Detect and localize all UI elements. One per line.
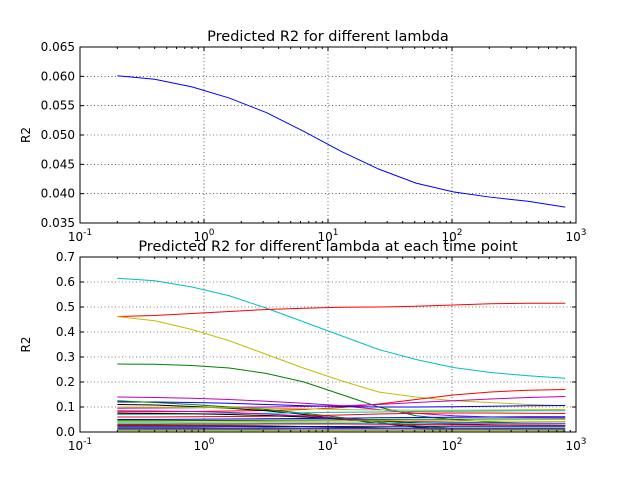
series-line-22 (117, 425, 566, 428)
series-line-4 (117, 363, 566, 425)
series-line-3 (117, 316, 566, 407)
series-line-8 (117, 401, 566, 408)
series-line-16 (117, 410, 566, 424)
x-tick-label: 100 (193, 437, 214, 453)
y-tick-label: 0.060 (41, 69, 75, 83)
y-tick-label: 0.045 (41, 157, 75, 171)
series-line-1 (117, 75, 566, 208)
series-line-1 (117, 277, 566, 379)
y-tick-label: 0.6 (56, 275, 75, 289)
y-tick-label: 0.1 (56, 400, 75, 414)
series-line-6 (117, 389, 566, 413)
series-line-18 (117, 420, 566, 423)
x-tick-label: 10-1 (68, 228, 92, 244)
x-tick-label: 102 (441, 437, 462, 453)
series-line-17 (117, 418, 566, 422)
y-tick-label: 0.040 (41, 187, 75, 201)
x-tick-label: 10-1 (68, 437, 92, 453)
x-tick-label: 103 (565, 228, 586, 244)
chart-title: Predicted R2 for different lambda at eac… (138, 239, 518, 255)
series-line-20 (117, 423, 566, 426)
x-tick-label: 103 (565, 437, 586, 453)
y-tick-label: 0.035 (41, 216, 75, 230)
y-tick-label: 0.5 (56, 300, 75, 314)
bottom-chart: 10-1 100 101 102 103 0.0 0.1 0.2 0.3 0.4 0.5 0.6 0.7… (19, 239, 587, 453)
y-axis-label: R2 (19, 127, 33, 143)
y-tick-label: 0.3 (56, 350, 75, 364)
x-tick-label: 101 (317, 437, 338, 453)
x-tick-label: 101 (317, 228, 338, 244)
top-chart: 10-1 100 101 102 103 0.035 0.040 0.045 0.050 0.05… (19, 29, 587, 244)
y-tick-label: 0.4 (56, 325, 75, 339)
y-tick-label: 0.7 (56, 250, 75, 264)
y-axis-label: R2 (19, 337, 33, 353)
series-line-11 (117, 406, 566, 411)
y-tick-label: 0.055 (41, 99, 75, 113)
y-tick-label: 0.2 (56, 375, 75, 389)
x-tick-label: 100 (193, 228, 214, 244)
y-tick-label: 0.065 (41, 40, 75, 54)
series-line-19 (117, 422, 566, 425)
series-line-2 (117, 302, 566, 317)
series-line-13 (117, 412, 566, 418)
chart-title: Predicted R2 for different lambda (207, 29, 449, 45)
y-tick-label: 0.0 (56, 425, 75, 439)
x-tick-label: 102 (441, 228, 462, 244)
y-tick-label: 0.050 (41, 128, 75, 142)
